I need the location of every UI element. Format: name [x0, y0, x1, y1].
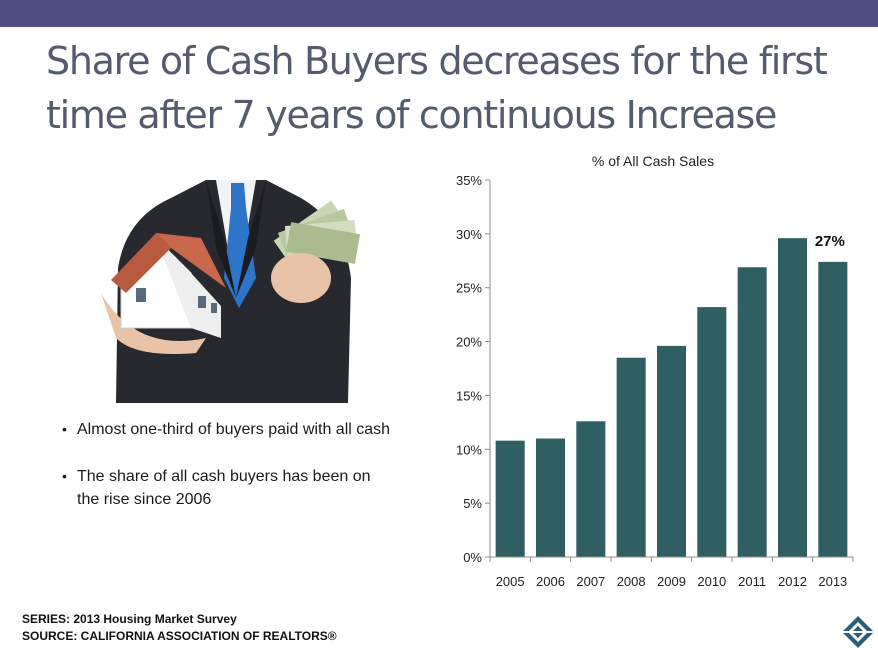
footer-source: SERIES: 2013 Housing Market Survey SOURC…: [22, 611, 337, 645]
x-tick-label: 2008: [617, 574, 646, 589]
bullet-text: Almost one-third of buyers paid with all…: [77, 421, 391, 438]
footer-source-line: SOURCE: CALIFORNIA ASSOCIATION OF REALTO…: [22, 629, 337, 643]
bars-group: 27%: [495, 233, 848, 557]
y-tick-label: 0%: [463, 550, 482, 565]
y-tick-label: 15%: [456, 388, 482, 403]
y-tick-label: 20%: [456, 335, 482, 350]
bar-2005: [495, 440, 525, 557]
x-tick-label: 2011: [738, 574, 766, 589]
cash-sales-bar-chart: % of All Cash Sales 0% 5% 10% 15% 20% 25% 30% 3…: [456, 153, 854, 589]
bar-2006: [535, 438, 566, 557]
y-tick-label: 5%: [463, 496, 482, 511]
chart-title: % of All Cash Sales: [592, 153, 714, 169]
bar-2009: [656, 345, 687, 557]
x-tick-label: 2009: [657, 574, 686, 589]
y-tick-label: 30%: [456, 227, 482, 242]
realtors-logo-icon: [842, 616, 874, 648]
data-label-2013: 27%: [815, 233, 845, 250]
money-fan-icon: [271, 200, 361, 303]
bar-2013: [818, 261, 848, 557]
y-tick-label: 25%: [456, 281, 482, 296]
x-tick-label: 2007: [576, 574, 605, 589]
bullet-marker: •: [62, 421, 67, 437]
bullet-item: • The share of all cash buyers has been …: [62, 465, 392, 511]
x-tick-label: 2012: [778, 574, 807, 589]
bar-2008: [616, 357, 646, 557]
house-model-icon: [101, 233, 226, 354]
x-tick-label: 2013: [818, 574, 847, 589]
bullet-text: The share of all cash buyers has been on…: [77, 468, 371, 508]
top-banner-bar: [0, 0, 878, 27]
bar-2012: [777, 238, 808, 557]
bullet-item: • Almost one-third of buyers paid with a…: [62, 418, 392, 441]
bar-2010: [697, 307, 727, 557]
bar-2011: [737, 267, 767, 557]
x-axis: 2005 2006 2007 2008 2009 2010 2011 2012 2013: [489, 556, 854, 589]
slide-title: Share of Cash Buyers decreases for the f…: [46, 39, 828, 137]
bullet-marker: •: [62, 468, 67, 484]
bar-2007: [576, 421, 606, 557]
x-tick-label: 2005: [496, 574, 525, 589]
footer-series: SERIES: 2013 Housing Market Survey: [22, 612, 237, 626]
x-tick-label: 2010: [697, 574, 726, 589]
y-tick-label: 35%: [456, 173, 482, 188]
businessman-house-money-photo: [101, 180, 361, 403]
y-tick-label: 10%: [456, 442, 482, 457]
bullet-list: • Almost one-third of buyers paid with a…: [62, 418, 392, 535]
x-tick-label: 2006: [536, 574, 565, 589]
y-axis: 0% 5% 10% 15% 20% 25% 30% 35%: [456, 173, 491, 565]
